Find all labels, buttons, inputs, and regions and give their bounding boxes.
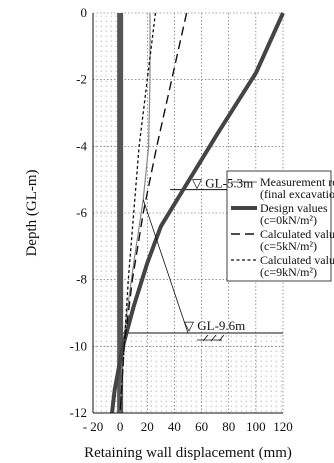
series-line-2 (119, 12, 188, 414)
soil-below-excavation (120, 333, 284, 413)
y-tick-label-2: -4 (76, 138, 87, 153)
x-tick-label-5: 80 (222, 419, 235, 434)
series-line-3 (119, 12, 157, 414)
annotation-labels: ▽ GL-5.3m ▽ GL-9.6m (184, 176, 253, 333)
x-tick-label-7: 120 (273, 419, 293, 434)
legend-label-0-0: Measurement results (260, 175, 334, 189)
y-tick-label-3: -6 (76, 205, 87, 220)
axes (92, 13, 283, 414)
legend-label-3-1: (c=9kN/m²) (260, 265, 317, 279)
y-tick-label-1: -2 (76, 72, 87, 87)
x-tick-label-2: 20 (141, 419, 154, 434)
y-tick-label-5: -10 (70, 338, 87, 353)
legend-box (226, 170, 332, 282)
y-tick-label-4: -8 (76, 272, 87, 287)
y-axis-label: Depth (GL-m) (24, 169, 40, 256)
legend-leader-line (142, 199, 189, 334)
legend-label-2-1: (c=5kN/m²) (260, 239, 317, 253)
excavation-levels (122, 189, 283, 342)
x-axis-label: Retaining wall displacement (mm) (84, 445, 292, 461)
x-tick-labels: - 20 0 20 40 60 80 100 120 (83, 419, 293, 434)
y-tick-labels: 0 -2 -4 -6 -8 -10 -12 (70, 5, 88, 420)
y-tick-label-6: -12 (70, 405, 87, 420)
annotation-gl-9-6: ▽ GL-9.6m (184, 318, 245, 333)
y-tick-label-0: 0 (81, 5, 88, 20)
annotation-gl-5-3: ▽ GL-5.3m (192, 176, 253, 191)
legend-label-1-1: (c=0kN/m²) (260, 213, 317, 227)
x-tick-label-6: 100 (246, 419, 266, 434)
legend-label-3-0: Calculated values (260, 253, 334, 267)
legend-label-0-1: (final excavation) (260, 187, 334, 201)
x-tick-label-0: - 20 (83, 419, 104, 434)
series-lines (110, 12, 285, 414)
retaining-wall (117, 13, 124, 413)
legend-label-1-0: Design values (260, 201, 328, 215)
x-tick-label-4: 60 (195, 419, 208, 434)
legend-label-2-0: Calculated values (260, 227, 334, 241)
x-tick-label-3: 40 (168, 419, 181, 434)
series-line-1 (110, 12, 285, 414)
legend: Measurement results(final excavation)Des… (142, 170, 334, 334)
x-tick-label-1: 0 (117, 419, 124, 434)
